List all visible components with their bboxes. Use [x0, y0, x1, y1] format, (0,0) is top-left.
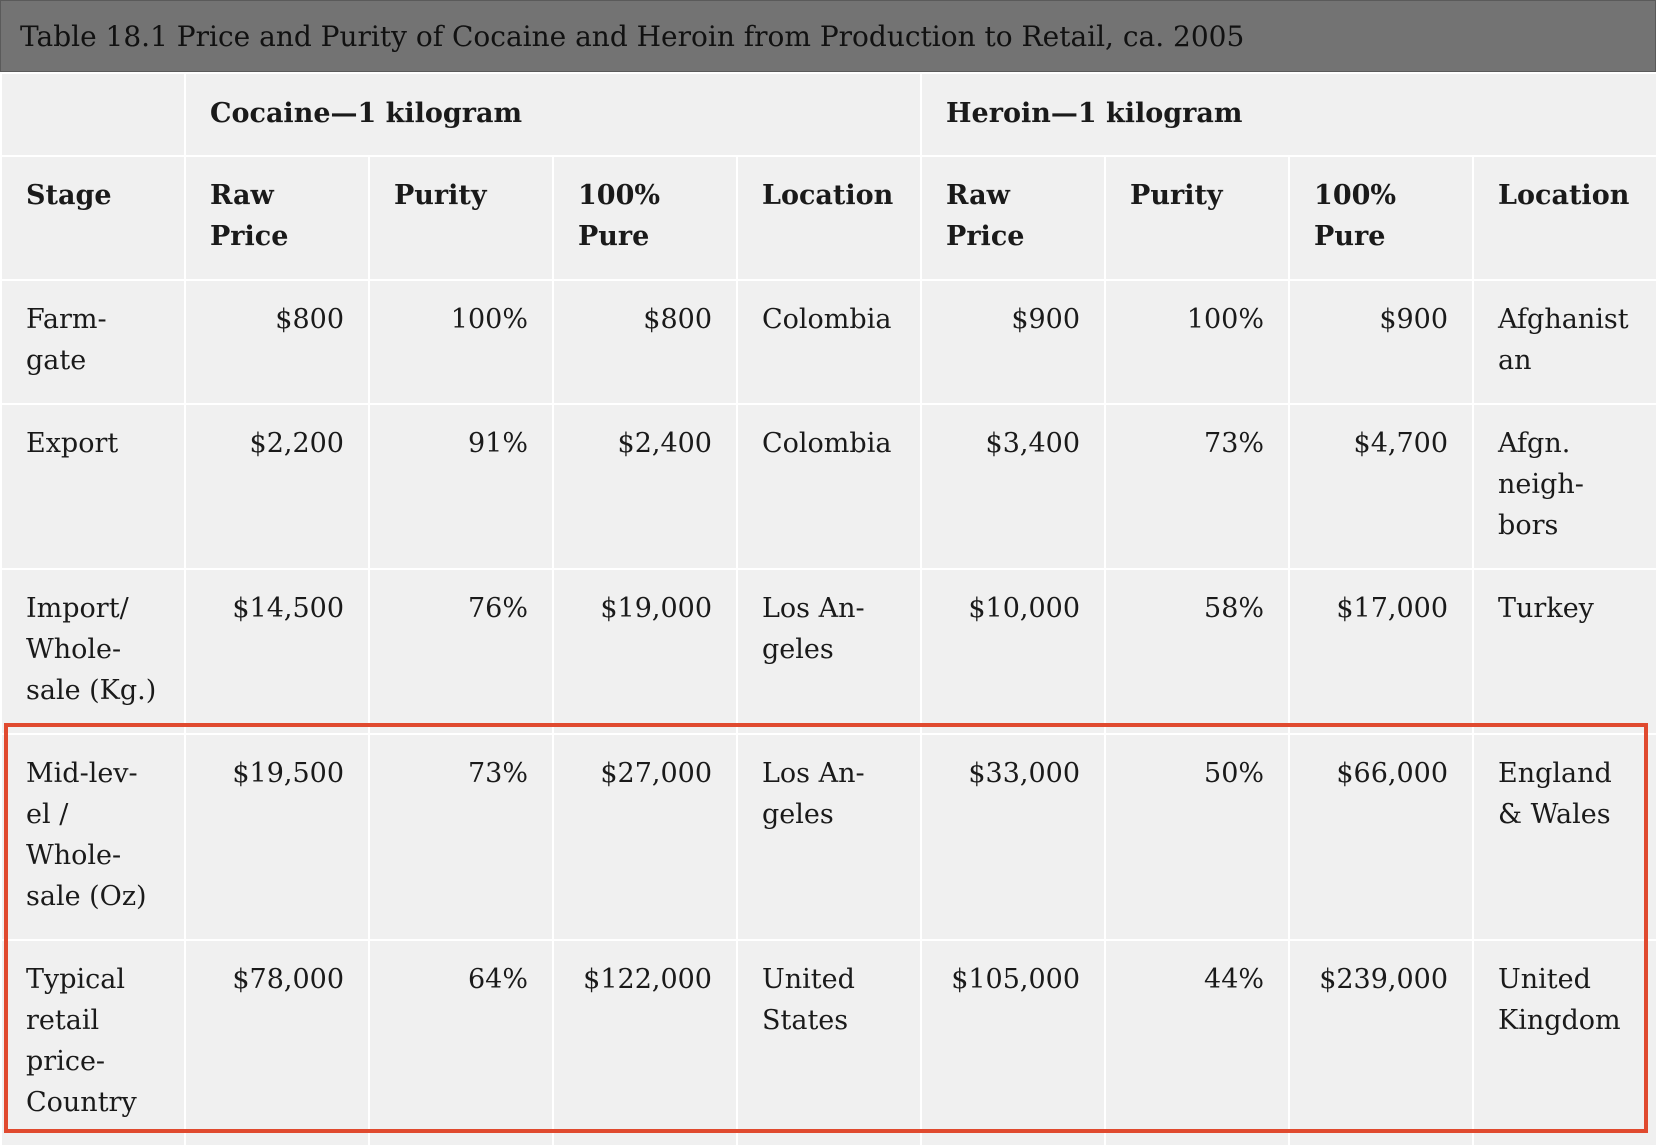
heroin-purity-cell: 44% — [1104, 939, 1291, 1147]
heroin-raw-price-cell: $900 — [920, 279, 1107, 405]
stage-column-header: Stage — [0, 155, 186, 281]
cocaine-raw-price-header: Raw Price — [184, 155, 370, 281]
cocaine-pure-price-cell: $122,000 — [552, 939, 738, 1147]
cocaine-pure-price-header: 100% Pure — [552, 155, 738, 281]
cocaine-raw-price-cell: $800 — [184, 279, 370, 405]
cocaine-location-cell: Colombia — [735, 279, 923, 405]
table-row: Import/ Whole-sale (Kg.) $14,500 76% $19… — [0, 568, 1658, 735]
cocaine-location-cell: Colombia — [735, 403, 923, 570]
column-header-row: Stage Raw Price Purity 100% Pure Locatio… — [0, 155, 1658, 281]
cocaine-raw-price-cell: $19,500 — [184, 733, 370, 941]
stage-cell: Farm-gate — [0, 279, 186, 405]
cocaine-group-header: Cocaine—1 kilogram — [183, 72, 923, 157]
empty-header-cell — [0, 72, 186, 157]
heroin-purity-header: Purity — [1104, 155, 1291, 281]
heroin-location-cell: Turkey — [1472, 568, 1658, 735]
heroin-pure-price-cell: $4,700 — [1288, 403, 1475, 570]
heroin-purity-cell: 73% — [1104, 403, 1291, 570]
heroin-group-header: Heroin—1 kilogram — [920, 72, 1658, 157]
table-caption: Table 18.1 Price and Purity of Cocaine a… — [0, 0, 1656, 72]
price-purity-table: Cocaine—1 kilogram Heroin—1 kilogram Sta… — [0, 72, 1658, 1147]
cocaine-pure-price-cell: $19,000 — [552, 568, 738, 735]
cocaine-location-cell: Los An-geles — [735, 733, 923, 941]
table-row: Export $2,200 91% $2,400 Colombia $3,400… — [0, 403, 1658, 570]
heroin-pure-price-cell: $17,000 — [1288, 568, 1475, 735]
heroin-raw-price-cell: $3,400 — [920, 403, 1107, 570]
stage-cell: Export — [0, 403, 186, 570]
heroin-purity-cell: 100% — [1104, 279, 1291, 405]
heroin-location-cell: Afghanistan — [1472, 279, 1658, 405]
table-row: Typical retail price-Country $78,000 64%… — [0, 939, 1658, 1147]
cocaine-raw-price-cell: $14,500 — [184, 568, 370, 735]
heroin-raw-price-cell: $10,000 — [920, 568, 1107, 735]
heroin-purity-cell: 58% — [1104, 568, 1291, 735]
group-header-row: Cocaine—1 kilogram Heroin—1 kilogram — [0, 72, 1658, 157]
stage-cell: Import/ Whole-sale (Kg.) — [0, 568, 186, 735]
heroin-location-cell: Afgn. neigh-bors — [1472, 403, 1658, 570]
heroin-pure-price-header: 100% Pure — [1288, 155, 1475, 281]
cocaine-raw-price-cell: $2,200 — [184, 403, 370, 570]
heroin-location-header: Location — [1472, 155, 1658, 281]
heroin-location-cell: England & Wales — [1472, 733, 1658, 941]
cocaine-pure-price-cell: $2,400 — [552, 403, 738, 570]
heroin-raw-price-header: Raw Price — [920, 155, 1107, 281]
heroin-raw-price-cell: $33,000 — [920, 733, 1107, 941]
table-row: Farm-gate $800 100% $800 Colombia $900 1… — [0, 279, 1658, 405]
cocaine-raw-price-cell: $78,000 — [184, 939, 370, 1147]
cocaine-pure-price-cell: $800 — [552, 279, 738, 405]
cocaine-location-cell: United States — [735, 939, 923, 1147]
cocaine-purity-cell: 100% — [368, 279, 554, 405]
cocaine-purity-header: Purity — [368, 155, 554, 281]
cocaine-purity-cell: 91% — [368, 403, 554, 570]
heroin-pure-price-cell: $66,000 — [1288, 733, 1475, 941]
heroin-raw-price-cell: $105,000 — [920, 939, 1107, 1147]
cocaine-pure-price-cell: $27,000 — [552, 733, 738, 941]
cocaine-location-cell: Los An-geles — [735, 568, 923, 735]
heroin-purity-cell: 50% — [1104, 733, 1291, 941]
stage-cell: Typical retail price-Country — [0, 939, 186, 1147]
heroin-pure-price-cell: $900 — [1288, 279, 1475, 405]
heroin-location-cell: United Kingdom — [1472, 939, 1658, 1147]
cocaine-location-header: Location — [735, 155, 923, 281]
cocaine-purity-cell: 64% — [368, 939, 554, 1147]
cocaine-purity-cell: 76% — [368, 568, 554, 735]
cocaine-purity-cell: 73% — [368, 733, 554, 941]
heroin-pure-price-cell: $239,000 — [1288, 939, 1475, 1147]
stage-cell: Mid-lev-el / Whole-sale (Oz) — [0, 733, 186, 941]
table-row: Mid-lev-el / Whole-sale (Oz) $19,500 73%… — [0, 733, 1658, 941]
